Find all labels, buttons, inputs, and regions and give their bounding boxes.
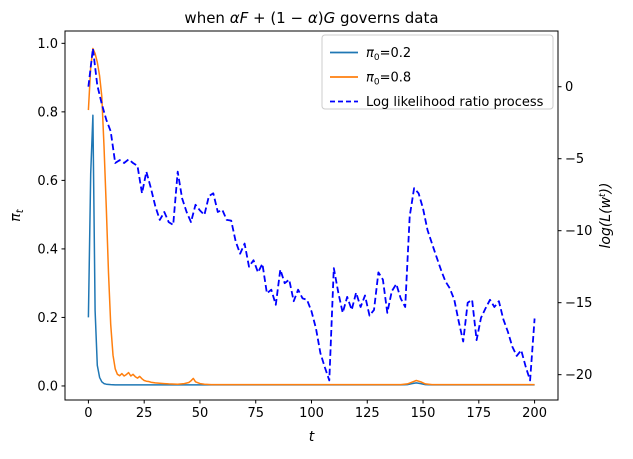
x-axis-ticks: 0 25 50 75 100 125 150 175 200 [84,400,547,421]
series-pi0=0.8 [87,47,535,386]
x-tick-label: 0 [84,406,92,421]
legend-entry-label: π0=0.8 [366,71,411,88]
y-axis-left-ticks: 0.0 0.2 0.4 0.6 0.8 1.0 [37,37,65,394]
x-tick-label: 25 [136,406,153,421]
series-log-likelihood-ratio-process [87,47,536,382]
y-left-tick-label: 0.6 [37,174,58,189]
y-left-tick-label: 1.0 [37,37,58,52]
legend-entry-label: π0=0.2 [366,46,411,63]
y-axis-left-label: πt [8,208,26,221]
legend-entry-label: Log likelihood ratio process [366,95,544,110]
y-left-tick-label: 0.0 [37,379,58,394]
x-tick-label: 100 [299,406,324,421]
y-left-tick-label: 0.8 [37,105,58,120]
y-right-tick-label: −5 [565,152,584,167]
series-lines [87,47,536,386]
legend-box [321,34,554,110]
y-axis-right-label: log(L(wt)) [598,183,614,249]
x-axis-label: t [309,429,315,445]
x-tick-label: 200 [522,406,547,421]
y-right-tick-label: −20 [565,368,592,383]
y-right-tick-label: 0 [565,80,573,95]
y-right-tick-label: −15 [565,296,592,311]
y-right-tick-label: −10 [565,224,592,239]
legend-entry: π0=0.2 [330,46,411,63]
x-tick-label: 150 [411,406,436,421]
legend-entry: π0=0.8 [330,71,411,88]
x-tick-label: 125 [355,406,380,421]
y-axis-right-ticks: 0 −5 −10 −15 −20 [558,80,592,383]
y-left-tick-label: 0.2 [37,311,58,326]
chart-title: when αF + (1 − α)G governs data [184,9,438,27]
legend-entry: Log likelihood ratio process [330,95,544,110]
x-tick-label: 50 [192,406,209,421]
x-tick-label: 175 [466,406,491,421]
x-tick-label: 75 [247,406,264,421]
y-left-tick-label: 0.4 [37,242,58,257]
legend: π0=0.2 π0=0.8 Log likelihood ratio process [321,34,554,110]
